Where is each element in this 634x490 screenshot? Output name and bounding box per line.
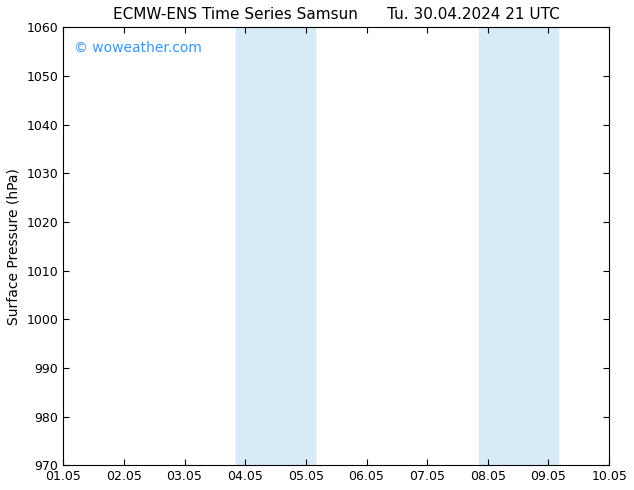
Y-axis label: Surface Pressure (hPa): Surface Pressure (hPa) xyxy=(7,168,21,325)
Title: ECMW-ENS Time Series Samsun      Tu. 30.04.2024 21 UTC: ECMW-ENS Time Series Samsun Tu. 30.04.20… xyxy=(113,7,560,22)
Bar xyxy=(236,27,315,465)
Text: © woweather.com: © woweather.com xyxy=(74,40,202,54)
Bar xyxy=(479,27,557,465)
